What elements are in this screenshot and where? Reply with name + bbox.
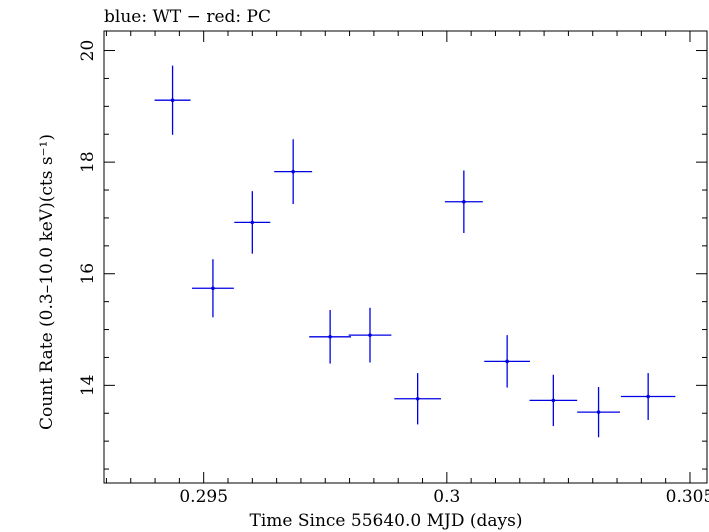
plot-frame [103, 30, 708, 484]
point-marker [646, 394, 650, 399]
y-tick-label: 16 [78, 263, 98, 285]
data-point [529, 374, 578, 427]
data-point [274, 139, 313, 204]
data-point [309, 310, 352, 364]
point-marker [596, 410, 601, 414]
point-marker [211, 286, 215, 291]
point-marker [170, 98, 175, 102]
data-series [154, 65, 676, 438]
point-marker [328, 334, 332, 339]
x-tick-label: 0.295 [179, 487, 228, 507]
data-point [192, 259, 234, 318]
point-marker [250, 220, 255, 225]
data-point [484, 335, 530, 388]
y-tick-label: 18 [78, 151, 98, 173]
point-marker [368, 333, 372, 337]
data-point [394, 373, 441, 425]
data-point [348, 307, 392, 363]
chart-title: blue: WT − red: PC [104, 7, 271, 27]
data-point [620, 373, 676, 420]
y-tick-label: 20 [78, 40, 98, 62]
point-marker [505, 359, 509, 364]
y-axis: 14 16 18 20 [78, 40, 707, 470]
x-tick-label: 0.3 [433, 487, 460, 507]
point-marker [291, 169, 295, 174]
x-tick-label: 0.305 [666, 487, 709, 507]
point-marker [415, 396, 420, 401]
point-marker [551, 398, 556, 403]
point-marker [462, 199, 466, 204]
data-point [154, 65, 191, 135]
data-point [577, 387, 620, 438]
data-point [234, 191, 271, 254]
data-point [444, 170, 483, 234]
y-tick-label: 14 [78, 375, 98, 397]
x-axis-label: Time Since 55640.0 MJD (days) [250, 511, 523, 531]
x-axis: 0.295 0.3 0.305 [105, 31, 709, 507]
y-axis-label: Count Rate (0.3–10.0 keV)(cts s⁻¹) [37, 134, 57, 430]
